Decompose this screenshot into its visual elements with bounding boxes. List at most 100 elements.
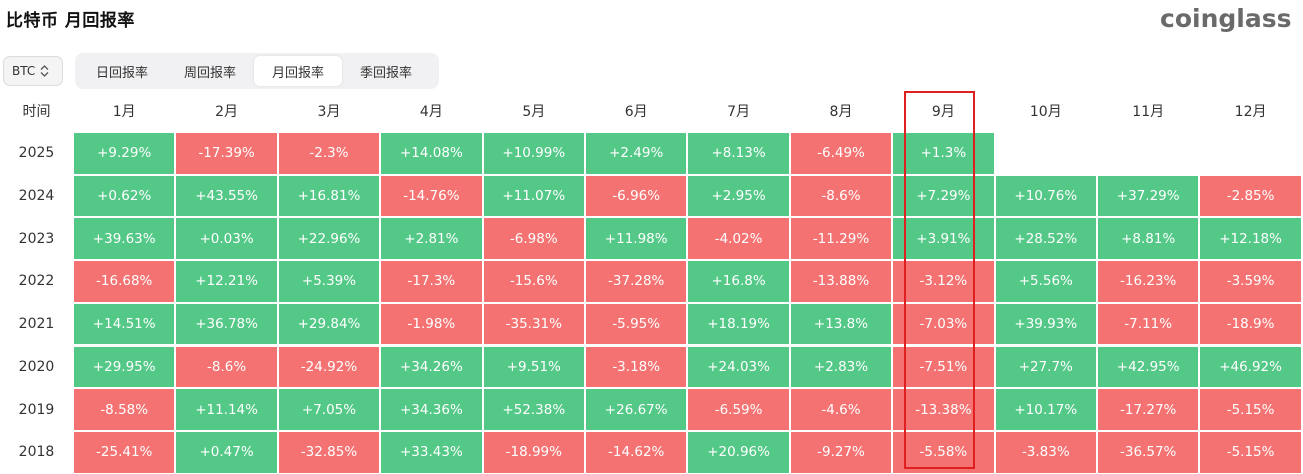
tab-weekly[interactable]: 周回报率: [183, 65, 236, 81]
coin-select[interactable]: BTC: [3, 56, 63, 86]
year-label: 2020: [18, 358, 55, 375]
heatmap-cell: +22.96%: [278, 218, 380, 260]
tab-monthly[interactable]: 月回报率: [254, 56, 342, 86]
column-header: 7月: [727, 104, 751, 120]
year-label: 2019: [18, 401, 55, 418]
heatmap-cell: -16.23%: [1098, 261, 1199, 302]
year-label: 2023: [18, 230, 55, 247]
tab-quarterly[interactable]: 季回报率: [359, 65, 412, 81]
heatmap-cell: -5.95%: [586, 303, 687, 345]
heatmap-cell: +24.03%: [688, 346, 789, 388]
heatmap-cell: -3.83%: [995, 431, 1096, 473]
heatmap-cell: -7.03%: [893, 303, 994, 345]
heatmap-cell: +5.56%: [995, 261, 1096, 302]
heatmap-cell: -16.68%: [74, 261, 175, 302]
heatmap-cell: +7.29%: [893, 175, 994, 217]
heatmap-cell: +16.8%: [688, 261, 789, 302]
heatmap-cell: +13.8%: [790, 303, 892, 345]
year-label: 2018: [18, 444, 55, 461]
chevron-up-down-icon: [40, 65, 49, 77]
heatmap-cell: -37.28%: [586, 261, 687, 302]
column-header: 5月: [522, 104, 546, 120]
column-header: 12月: [1234, 104, 1267, 120]
heatmap-cell: -9.27%: [790, 431, 892, 473]
column-header: 1月: [112, 104, 136, 120]
heatmap-cell: -13.88%: [790, 261, 892, 302]
heatmap-cell: +27.7%: [995, 346, 1096, 388]
heatmap-cell: +28.52%: [995, 218, 1096, 260]
heatmap-cell: -8.6%: [790, 175, 892, 217]
heatmap-cell: +0.62%: [74, 175, 175, 217]
heatmap-cell: +16.81%: [278, 175, 380, 217]
heatmap-cell: +10.17%: [995, 389, 1096, 430]
heatmap-cell: -1.98%: [381, 303, 482, 345]
heatmap-cell: +37.29%: [1098, 175, 1199, 217]
heatmap-cell: +0.03%: [176, 218, 277, 260]
heatmap-cell: +2.83%: [790, 346, 892, 388]
heatmap-cell: +1.3%: [893, 133, 994, 174]
heatmap-cell: -5.58%: [893, 431, 994, 473]
heatmap-cell: -25.41%: [74, 431, 175, 473]
heatmap-cell: +2.49%: [586, 133, 687, 174]
heatmap-cell: +34.26%: [381, 346, 482, 388]
heatmap-cell: -36.57%: [1098, 431, 1199, 473]
year-label: 2022: [18, 273, 55, 290]
heatmap-cell: +2.95%: [688, 175, 789, 217]
heatmap-cell: +20.96%: [688, 431, 789, 473]
heatmap-cell: -35.31%: [483, 303, 584, 345]
heatmap-cell: -6.49%: [790, 133, 892, 174]
heatmap-cell: -18.9%: [1200, 303, 1301, 345]
heatmap-cell: +10.99%: [483, 133, 584, 174]
heatmap-cell: +39.63%: [74, 218, 175, 260]
heatmap-cell: +29.84%: [278, 303, 380, 345]
heatmap-cell: +0.47%: [176, 431, 277, 473]
heatmap-cell: -6.96%: [586, 175, 687, 217]
heatmap-cell: +9.29%: [74, 133, 175, 174]
column-header: 8月: [829, 104, 853, 120]
year-label: 2025: [18, 145, 55, 162]
heatmap-cell: +52.38%: [483, 389, 584, 430]
heatmap-cell: +12.21%: [176, 261, 277, 302]
tab-daily[interactable]: 日回报率: [95, 65, 148, 81]
heatmap-cell: +9.51%: [483, 346, 584, 388]
heatmap-cell: -2.85%: [1200, 175, 1301, 217]
coin-select-value: BTC: [12, 64, 36, 78]
column-header: 11月: [1132, 104, 1165, 120]
heatmap-cell: +42.95%: [1098, 346, 1199, 388]
heatmap-cell: -2.3%: [278, 133, 380, 174]
heatmap-cell: -24.92%: [278, 346, 380, 388]
year-label: 2021: [18, 316, 55, 333]
heatmap-cell: +8.13%: [688, 133, 789, 174]
heatmap-cell: +2.81%: [381, 218, 482, 260]
heatmap-cell: +33.43%: [381, 431, 482, 473]
heatmap-cell: +29.95%: [74, 346, 175, 388]
heatmap-cell: -7.51%: [893, 346, 994, 388]
heatmap-cell: -14.62%: [586, 431, 687, 473]
heatmap-cell: -8.58%: [74, 389, 175, 430]
heatmap-cell: +26.67%: [586, 389, 687, 430]
heatmap-cell: -3.59%: [1200, 261, 1301, 302]
column-header: 9月: [931, 104, 955, 120]
heatmap-cell: +46.92%: [1200, 346, 1301, 388]
column-header: 4月: [419, 104, 443, 120]
heatmap-cell: +14.51%: [74, 303, 175, 345]
heatmap-cell: -4.6%: [790, 389, 892, 430]
heatmap-cell: +43.55%: [176, 175, 277, 217]
column-header: 10月: [1029, 104, 1062, 120]
column-header: 2月: [215, 104, 239, 120]
heatmap-cell: -17.39%: [176, 133, 277, 174]
heatmap-cell: +14.08%: [381, 133, 482, 174]
heatmap-cell: -17.27%: [1098, 389, 1199, 430]
heatmap-cell: -4.02%: [688, 218, 789, 260]
year-label: 2024: [18, 188, 55, 205]
row-header: 时间: [22, 104, 51, 120]
heatmap-cell: -8.6%: [176, 346, 277, 388]
heatmap-cell: +10.76%: [995, 175, 1096, 217]
heatmap-cell: +11.98%: [586, 218, 687, 260]
period-tabs: 日回报率 周回报率 月回报率 季回报率: [75, 53, 439, 89]
column-header: 3月: [317, 104, 341, 120]
heatmap-cell: +34.36%: [381, 389, 482, 430]
heatmap-cell: -3.12%: [893, 261, 994, 302]
heatmap-cell: +12.18%: [1200, 218, 1301, 260]
